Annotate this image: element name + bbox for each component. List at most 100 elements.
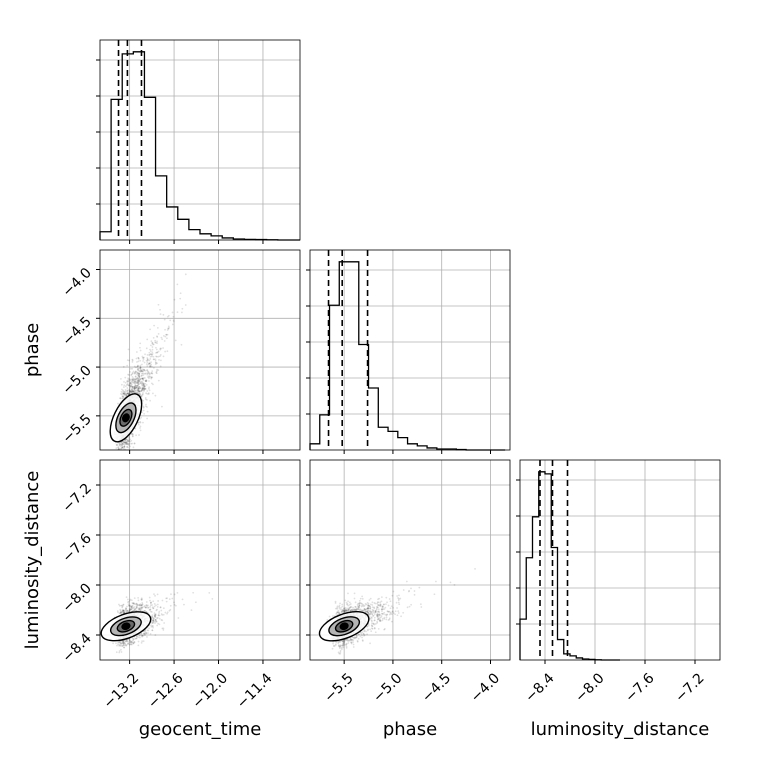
scatter-point: [145, 606, 147, 609]
scatter-point: [350, 639, 352, 641]
scatter-point: [137, 387, 140, 390]
scatter-point: [334, 600, 337, 603]
scatter-point: [135, 371, 138, 374]
scatter-point: [166, 611, 169, 614]
scatter-point: [353, 597, 356, 600]
scatter-point: [367, 607, 370, 610]
scatter-point: [128, 389, 131, 392]
scatter-point: [122, 386, 125, 388]
scatter-point: [141, 378, 144, 380]
scatter-point: [113, 463, 115, 465]
scatter-point: [131, 378, 134, 381]
scatter-point: [139, 378, 142, 381]
scatter-point: [128, 378, 131, 381]
scatter-point: [136, 372, 139, 375]
scatter-point: [143, 389, 145, 392]
scatter-point: [388, 611, 390, 613]
scatter-point: [379, 604, 382, 607]
y-tick-label: −7.2: [59, 481, 94, 516]
scatter-point: [120, 447, 123, 450]
scatter-point: [343, 611, 346, 613]
scatter-point: [139, 421, 142, 424]
scatter-point: [122, 392, 125, 395]
scatter-point: [338, 645, 341, 648]
scatter-point: [141, 634, 144, 637]
scatter-point: [171, 311, 174, 314]
panel-frame: [99, 459, 301, 661]
scatter-point: [129, 390, 131, 393]
scatter-point: [180, 343, 183, 346]
scatter-point: [361, 597, 364, 600]
scatter-point: [161, 619, 164, 622]
scatter-point: [141, 387, 144, 390]
scatter-point: [129, 390, 132, 392]
scatter-point: [154, 363, 157, 366]
scatter-point: [338, 641, 341, 643]
scatter-point: [136, 392, 139, 394]
scatter-point: [132, 378, 135, 381]
scatter-point: [138, 391, 141, 393]
scatter-point: [144, 372, 147, 375]
scatter-point: [154, 358, 157, 361]
scatter-point: [146, 373, 149, 376]
scatter-point: [146, 359, 149, 362]
scatter-point: [147, 393, 150, 395]
scatter-point: [121, 452, 123, 454]
scatter-point: [120, 388, 123, 391]
scatter-point: [163, 340, 166, 342]
scatter-point: [120, 462, 122, 464]
scatter-point: [143, 605, 146, 607]
panel-frame: [99, 249, 301, 451]
scatter-point: [364, 608, 367, 611]
scatter-point: [342, 639, 345, 642]
scatter-point: [132, 391, 135, 394]
scatter-point: [119, 451, 121, 453]
scatter-point: [147, 371, 150, 374]
scatter-point: [366, 607, 369, 610]
scatter-point: [139, 393, 142, 396]
panel-frame: [519, 459, 721, 661]
y-tick-label: −7.6: [59, 530, 94, 565]
scatter-point: [336, 611, 339, 613]
y-tick-label: −4.0: [59, 265, 94, 300]
scatter-point: [117, 447, 120, 450]
scatter-point: [339, 651, 342, 654]
scatter-point: [149, 365, 152, 368]
scatter-point: [131, 379, 134, 382]
scatter-point: [123, 646, 125, 649]
scatter-point: [369, 607, 371, 610]
scatter-point: [140, 632, 143, 635]
scatter-point: [123, 445, 126, 448]
scatter-point: [156, 368, 158, 371]
scatter-point: [130, 606, 133, 609]
scatter-point: [402, 611, 405, 614]
scatter-point: [347, 604, 350, 607]
scatter-point: [352, 643, 355, 646]
scatter-point: [141, 388, 143, 391]
scatter-point: [148, 354, 151, 356]
scatter-point: [433, 593, 436, 596]
scatter-point: [339, 645, 342, 648]
scatter-point: [118, 453, 120, 455]
scatter-point: [127, 601, 129, 604]
scatter-point: [142, 409, 145, 412]
scatter-point: [151, 392, 154, 395]
scatter-point: [398, 594, 400, 597]
scatter-point: [129, 390, 132, 392]
scatter-point: [147, 363, 150, 366]
scatter-point: [124, 441, 127, 444]
scatter-point: [125, 394, 128, 397]
scatter-point: [160, 336, 163, 339]
scatter-point: [131, 390, 133, 393]
scatter-point: [116, 644, 118, 647]
scatter-point: [208, 591, 211, 594]
scatter-point: [125, 438, 128, 441]
scatter-point: [121, 645, 124, 647]
scatter-point: [364, 610, 366, 613]
scatter-point: [127, 446, 130, 449]
scatter-point: [368, 605, 371, 608]
scatter-point: [116, 471, 118, 473]
scatter-point: [363, 634, 366, 636]
scatter-point: [161, 405, 163, 408]
scatter-point: [153, 617, 155, 620]
